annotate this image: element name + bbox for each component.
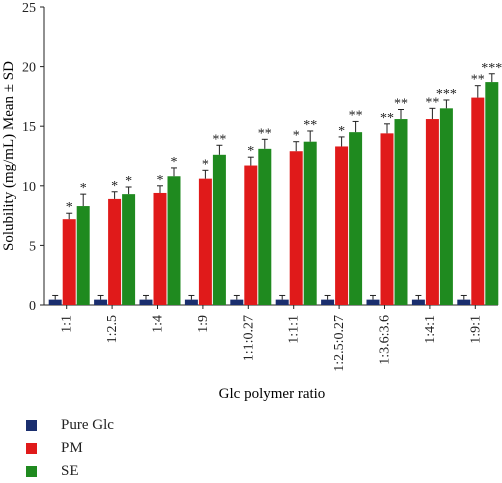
legend-item-pm: PM	[26, 437, 114, 460]
bar	[303, 141, 317, 305]
significance-label: *	[125, 174, 132, 189]
significance-label: **	[380, 111, 394, 126]
bar	[425, 119, 439, 305]
bar	[366, 299, 380, 305]
bar	[485, 82, 499, 305]
legend-item-se: SE	[26, 460, 114, 483]
x-tick-label: 1:1:1	[287, 315, 302, 344]
legend-label: Pure Glc	[61, 417, 114, 433]
bar	[212, 154, 226, 305]
bar	[48, 299, 62, 305]
bar	[167, 176, 181, 305]
x-tick-label: 1:2.5	[105, 315, 120, 343]
significance-label: **	[425, 95, 439, 110]
significance-label: **	[303, 118, 317, 133]
y-tick-label: 5	[29, 239, 36, 254]
legend-swatch	[26, 443, 37, 454]
y-tick-label: 10	[22, 180, 36, 195]
bar	[198, 178, 212, 305]
significance-label: *	[80, 181, 87, 196]
bar	[349, 132, 363, 305]
significance-label: *	[247, 144, 254, 159]
significance-label: **	[349, 108, 363, 123]
significance-label: *	[171, 155, 178, 170]
significance-label: *	[66, 200, 73, 215]
legend-label: SE	[61, 463, 79, 479]
bar	[411, 299, 425, 305]
x-tick-label: 1:4	[151, 315, 166, 333]
significance-label: ***	[436, 87, 457, 102]
bar	[153, 192, 167, 305]
bar	[139, 299, 153, 305]
bar	[394, 119, 408, 305]
significance-label: *	[157, 173, 164, 188]
significance-label: *	[293, 129, 300, 144]
y-tick-label: 15	[22, 120, 36, 135]
axes: 0 5 10 15 20 25 1:1 1:2.5 1:4 1:9 1:1:0.27 1:1:1 1:2…	[22, 1, 498, 372]
significance-label: ***	[481, 61, 502, 76]
bar	[335, 146, 349, 305]
y-tick-label: 20	[22, 61, 36, 76]
x-tick-label: 1:3.6:3.6	[378, 315, 393, 365]
legend-swatch	[26, 420, 37, 431]
bar	[108, 198, 122, 305]
x-axis-label: Glc polymer ratio	[219, 386, 326, 402]
legend-swatch	[26, 466, 37, 477]
bar	[94, 299, 108, 305]
x-tick-label: 1:4:1	[423, 315, 438, 344]
significance-label: **	[258, 126, 272, 141]
bar	[380, 133, 394, 305]
legend-item-pure-glc: Pure Glc	[26, 414, 114, 437]
bar	[457, 299, 471, 305]
bar	[244, 165, 258, 305]
bar	[184, 299, 198, 305]
bar	[439, 108, 453, 305]
bar	[76, 206, 90, 305]
x-tick-label: 1:2.5:0.27	[332, 315, 347, 372]
bar	[471, 97, 485, 305]
bars: ** * * ** ****** *** *** **** **********	[48, 61, 502, 305]
legend-label: PM	[61, 440, 83, 456]
bar	[275, 299, 289, 305]
significance-label: *	[338, 124, 345, 139]
significance-label: *	[111, 179, 118, 194]
significance-label: *	[202, 157, 209, 172]
bar	[258, 148, 272, 305]
x-tick-label: 1:9:1	[468, 315, 483, 344]
bar	[62, 219, 76, 305]
y-tick-label: 0	[29, 299, 36, 314]
y-axis-label: Solubility (mg/mL) Mean ± SD	[1, 61, 17, 251]
bar	[122, 194, 136, 305]
legend: Pure Glc PM SE	[26, 414, 114, 483]
bar	[321, 299, 335, 305]
bar	[230, 299, 244, 305]
x-tick-label: 1:9	[196, 315, 211, 333]
significance-label: **	[212, 132, 226, 147]
bar	[289, 151, 303, 305]
significance-label: **	[394, 97, 408, 112]
x-tick-label: 1:1	[60, 315, 75, 333]
x-tick-label: 1:1:0.27	[241, 315, 256, 361]
y-tick-label: 25	[22, 1, 36, 16]
significance-label: **	[471, 73, 485, 88]
